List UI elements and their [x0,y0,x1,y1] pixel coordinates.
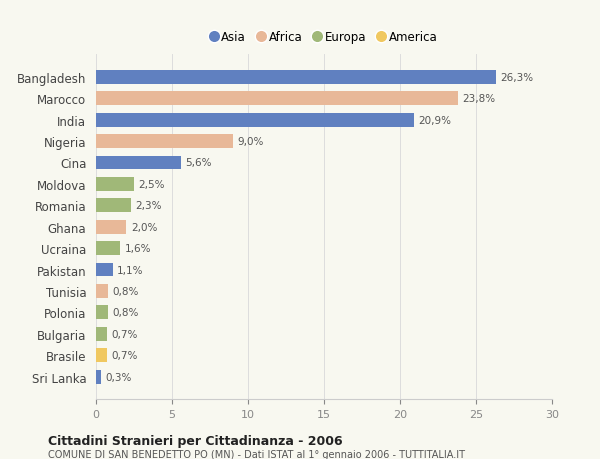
Bar [96,156,181,170]
Text: 9,0%: 9,0% [238,137,264,147]
Text: 2,5%: 2,5% [139,179,165,190]
Bar [96,263,113,277]
Bar [96,199,131,213]
Bar [96,306,108,319]
Bar [96,284,108,298]
Text: 1,1%: 1,1% [117,265,144,275]
Text: 0,7%: 0,7% [111,329,137,339]
Bar [96,113,413,127]
Text: 26,3%: 26,3% [500,73,533,83]
Text: 0,3%: 0,3% [105,372,131,382]
Text: 0,8%: 0,8% [113,286,139,296]
Bar [96,71,496,84]
Text: 1,6%: 1,6% [125,244,151,253]
Text: Cittadini Stranieri per Cittadinanza - 2006: Cittadini Stranieri per Cittadinanza - 2… [48,434,343,447]
Text: COMUNE DI SAN BENEDETTO PO (MN) - Dati ISTAT al 1° gennaio 2006 - TUTTITALIA.IT: COMUNE DI SAN BENEDETTO PO (MN) - Dati I… [48,449,465,459]
Bar [96,135,233,149]
Bar [96,92,458,106]
Text: 5,6%: 5,6% [185,158,212,168]
Text: 2,0%: 2,0% [131,222,157,232]
Text: 0,8%: 0,8% [113,308,139,318]
Text: 23,8%: 23,8% [463,94,496,104]
Bar [96,370,101,384]
Bar [96,220,127,234]
Bar [96,327,107,341]
Legend: Asia, Africa, Europa, America: Asia, Africa, Europa, America [206,27,442,49]
Text: 20,9%: 20,9% [418,115,451,125]
Text: 0,7%: 0,7% [111,350,137,360]
Bar [96,241,121,256]
Bar [96,348,107,362]
Bar [96,178,134,191]
Text: 2,3%: 2,3% [136,201,162,211]
